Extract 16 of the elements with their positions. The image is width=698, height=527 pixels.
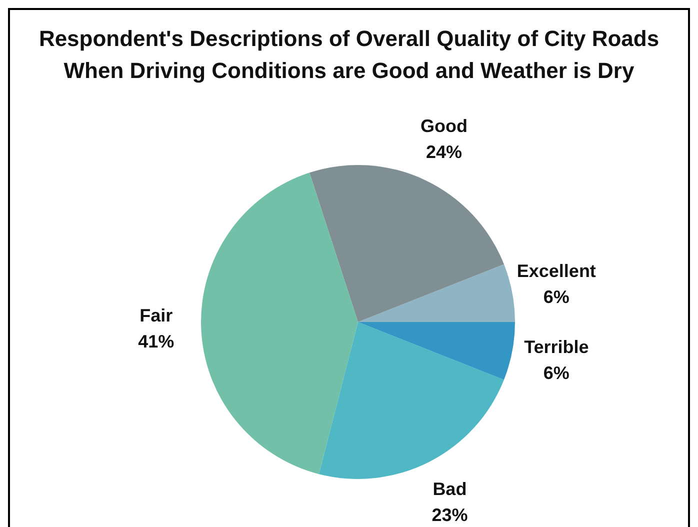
pie-slice [309, 165, 504, 322]
pie-slice [318, 322, 504, 479]
pie-slice [358, 264, 515, 322]
slice-label: Bad [432, 478, 467, 499]
slice-label: Excellent [516, 261, 596, 282]
slice-label: Terrible [524, 336, 589, 357]
chart-title: Respondent's Descriptions of Overall Quality of City Roads When Driving Conditions are Good and Weather is Dry [38, 25, 660, 85]
data-label: 24% [426, 142, 462, 162]
data-label: 23% [432, 504, 468, 525]
pie-slice [201, 172, 358, 474]
pie-slice [358, 322, 515, 380]
data-label: 41% [138, 331, 174, 352]
slice-label: Good [420, 116, 468, 136]
slice-label: Fair [140, 305, 173, 326]
data-label: 6% [543, 362, 570, 383]
data-label: 6% [543, 287, 570, 308]
